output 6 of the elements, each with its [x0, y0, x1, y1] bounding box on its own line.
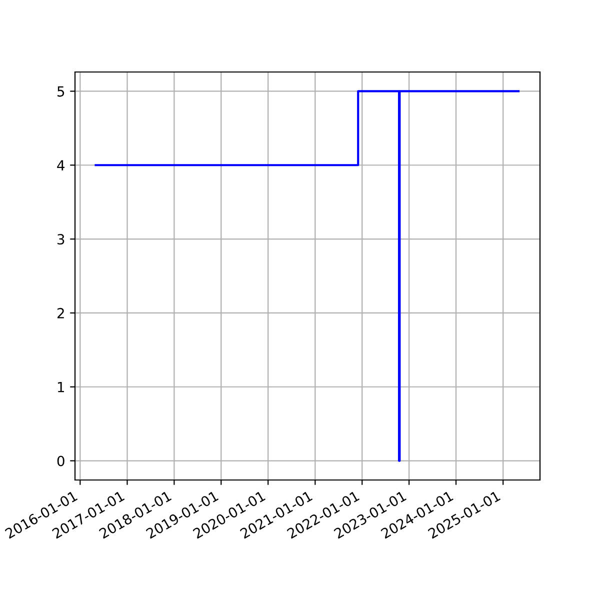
y-tick-label: 3 [58, 234, 64, 245]
y-tick-label: 1 [58, 382, 64, 392]
y-tick-label: 0 [57, 456, 64, 466]
y-tick-label: 4 [57, 160, 64, 170]
y-tick-label: 2 [57, 308, 64, 318]
y-tick-label: 5 [58, 86, 64, 97]
